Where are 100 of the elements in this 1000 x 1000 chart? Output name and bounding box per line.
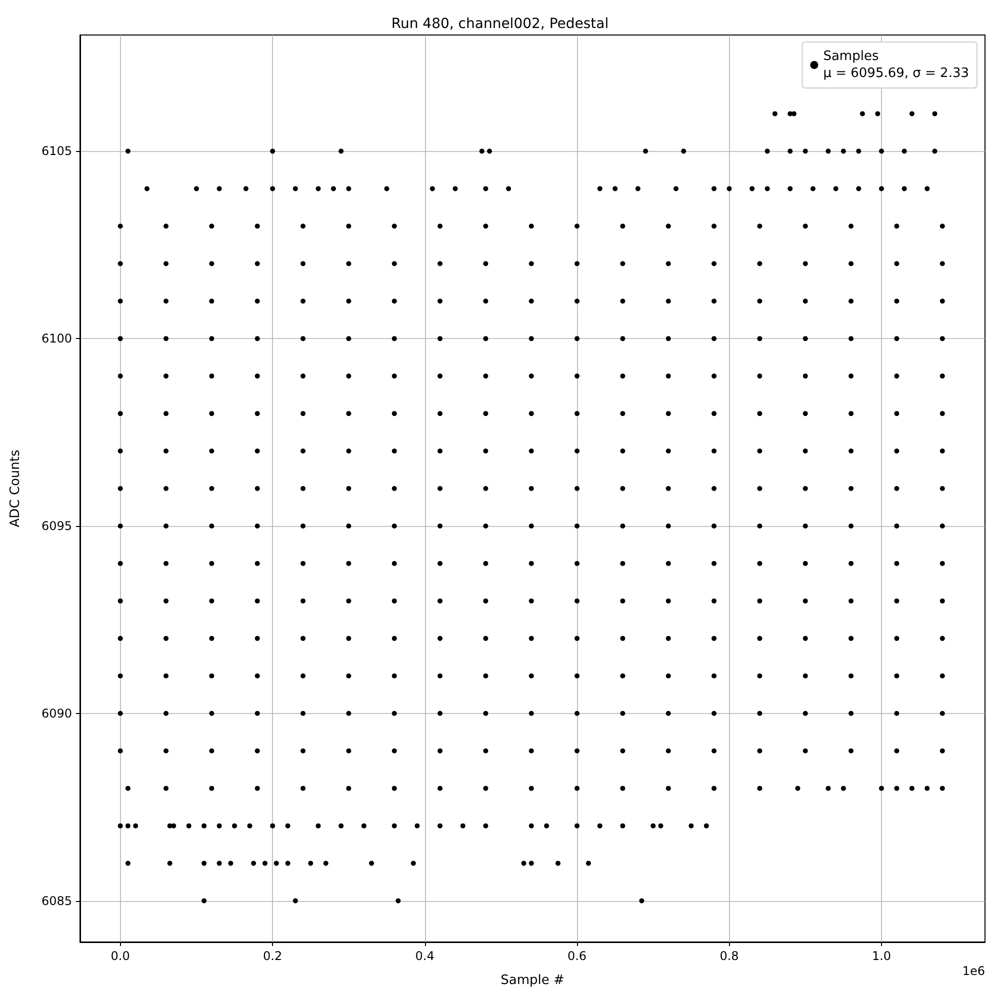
point xyxy=(369,860,374,866)
point xyxy=(856,186,862,192)
point xyxy=(164,598,169,604)
point xyxy=(848,448,854,454)
point xyxy=(802,336,808,342)
point xyxy=(316,823,321,828)
point xyxy=(118,823,123,828)
point xyxy=(164,336,169,342)
point xyxy=(650,823,656,828)
point xyxy=(924,186,930,192)
point xyxy=(392,411,397,416)
point xyxy=(772,111,778,116)
point xyxy=(438,598,443,604)
point xyxy=(894,748,900,754)
point xyxy=(483,748,488,754)
point xyxy=(810,186,816,192)
point xyxy=(300,374,306,379)
point xyxy=(254,261,260,266)
point xyxy=(483,186,488,192)
point xyxy=(940,448,945,454)
point xyxy=(574,748,580,754)
point xyxy=(164,448,169,454)
point xyxy=(940,636,945,641)
point xyxy=(574,636,580,641)
point xyxy=(757,560,762,566)
point xyxy=(209,673,214,678)
point xyxy=(875,111,880,116)
point xyxy=(666,673,671,678)
point xyxy=(209,448,214,454)
point xyxy=(666,710,671,716)
point xyxy=(528,374,534,379)
point xyxy=(528,823,534,828)
point xyxy=(216,823,222,828)
point xyxy=(452,186,458,192)
point xyxy=(894,336,900,342)
point xyxy=(528,224,534,229)
point xyxy=(826,786,831,791)
point xyxy=(254,486,260,491)
point xyxy=(300,224,306,229)
point xyxy=(410,860,416,866)
point xyxy=(940,261,945,266)
point xyxy=(254,411,260,416)
point xyxy=(940,336,945,342)
point xyxy=(392,823,397,828)
point xyxy=(757,261,762,266)
point xyxy=(795,786,800,791)
point xyxy=(164,374,169,379)
point xyxy=(247,823,252,828)
point xyxy=(194,186,199,192)
point xyxy=(274,860,279,866)
point xyxy=(487,148,492,154)
point xyxy=(894,261,900,266)
point xyxy=(712,186,717,192)
point xyxy=(528,298,534,304)
point xyxy=(574,823,580,828)
point xyxy=(712,298,717,304)
point xyxy=(483,636,488,641)
point xyxy=(300,523,306,528)
point xyxy=(392,298,397,304)
point xyxy=(544,823,550,828)
point xyxy=(167,860,172,866)
point xyxy=(802,636,808,641)
point xyxy=(848,748,854,754)
point xyxy=(528,636,534,641)
point xyxy=(392,673,397,678)
point xyxy=(802,598,808,604)
point xyxy=(300,710,306,716)
point xyxy=(392,486,397,491)
point xyxy=(346,598,352,604)
point xyxy=(209,224,214,229)
point xyxy=(346,448,352,454)
point xyxy=(940,710,945,716)
point xyxy=(620,748,626,754)
point xyxy=(438,710,443,716)
point xyxy=(164,560,169,566)
point xyxy=(300,298,306,304)
point xyxy=(712,748,717,754)
point xyxy=(894,710,900,716)
legend-label: Samples μ = 6095.69, σ = 2.33 xyxy=(823,49,970,81)
point xyxy=(673,186,678,192)
point xyxy=(483,298,488,304)
point xyxy=(300,560,306,566)
point xyxy=(757,523,762,528)
point xyxy=(612,186,618,192)
point xyxy=(878,148,884,154)
point xyxy=(346,374,352,379)
point xyxy=(666,336,671,342)
point xyxy=(118,560,123,566)
point xyxy=(528,336,534,342)
point xyxy=(802,710,808,716)
point xyxy=(460,823,466,828)
point xyxy=(438,636,443,641)
point xyxy=(118,411,123,416)
point xyxy=(254,786,260,791)
point xyxy=(848,336,854,342)
point xyxy=(757,710,762,716)
point xyxy=(171,823,176,828)
point xyxy=(826,148,831,154)
point xyxy=(932,111,938,116)
point xyxy=(940,598,945,604)
